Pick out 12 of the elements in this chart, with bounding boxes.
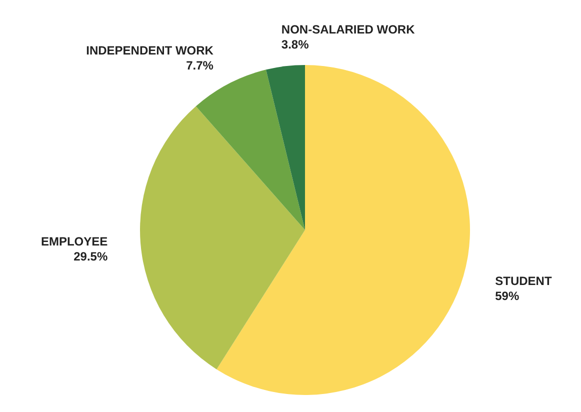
slice-label: INDEPENDENT WORK: [86, 43, 214, 58]
slice-label: NON-SALARIED WORK: [281, 22, 416, 36]
data-label: 3.8%: [281, 37, 310, 52]
data-label: 29.5%: [74, 250, 108, 264]
slice-label: STUDENT: [495, 274, 552, 288]
pie-slice: [140, 106, 305, 370]
data-label: 7.7%: [186, 58, 214, 72]
data-label: 59%: [495, 289, 520, 304]
pie-slice: [216, 65, 470, 395]
slice-label: EMPLOYEE: [40, 234, 108, 249]
pie-slice: [266, 65, 305, 230]
pie-slice: [196, 70, 305, 230]
